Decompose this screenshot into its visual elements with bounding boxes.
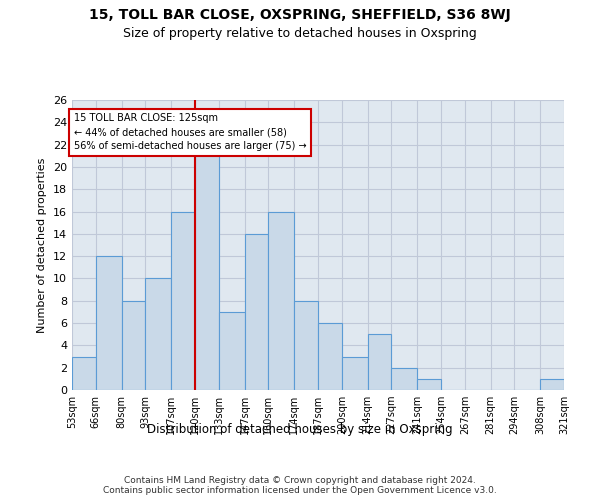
Bar — [145, 278, 171, 390]
Text: 15 TOLL BAR CLOSE: 125sqm
← 44% of detached houses are smaller (58)
56% of semi-: 15 TOLL BAR CLOSE: 125sqm ← 44% of detac… — [74, 114, 307, 152]
Bar — [122, 301, 145, 390]
Text: Distribution of detached houses by size in Oxspring: Distribution of detached houses by size … — [147, 422, 453, 436]
Bar — [245, 234, 268, 390]
Text: Size of property relative to detached houses in Oxspring: Size of property relative to detached ho… — [123, 28, 477, 40]
Bar — [171, 212, 195, 390]
Bar — [342, 356, 368, 390]
Bar — [294, 301, 318, 390]
Bar — [268, 212, 294, 390]
Bar — [195, 144, 219, 390]
Text: 15, TOLL BAR CLOSE, OXSPRING, SHEFFIELD, S36 8WJ: 15, TOLL BAR CLOSE, OXSPRING, SHEFFIELD,… — [89, 8, 511, 22]
Bar — [219, 312, 245, 390]
Bar — [368, 334, 391, 390]
Text: Contains HM Land Registry data © Crown copyright and database right 2024.
Contai: Contains HM Land Registry data © Crown c… — [103, 476, 497, 495]
Bar — [540, 379, 564, 390]
Bar — [417, 379, 441, 390]
Bar — [96, 256, 122, 390]
Bar — [391, 368, 417, 390]
Bar — [318, 323, 342, 390]
Y-axis label: Number of detached properties: Number of detached properties — [37, 158, 47, 332]
Bar — [72, 356, 96, 390]
